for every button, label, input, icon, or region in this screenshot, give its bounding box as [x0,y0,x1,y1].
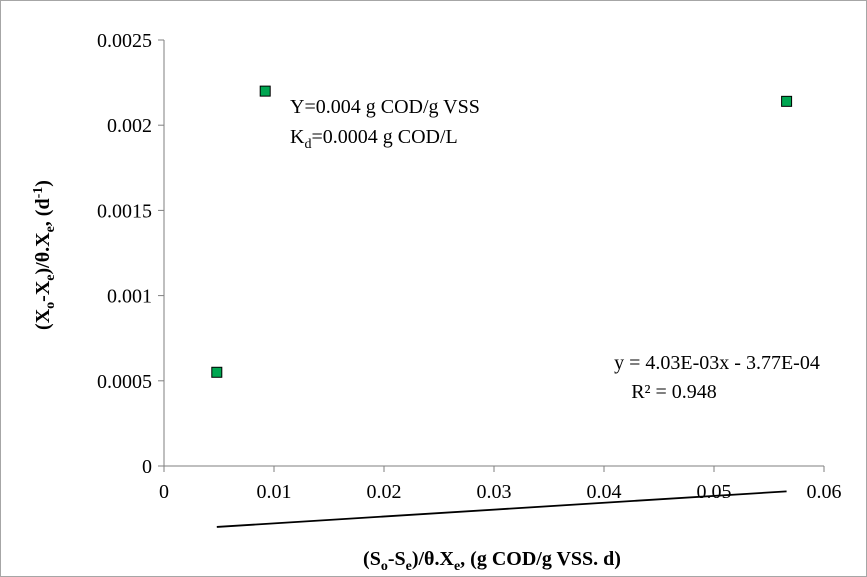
parameter-kd-annotation: Kd=0.0004 g COD/L [290,126,458,152]
x-tick-label: 0.06 [807,481,842,503]
data-point [259,85,271,97]
y-tick-label: 0.0005 [97,371,152,393]
y-tick-label: 0.002 [107,115,152,137]
data-point [781,95,793,107]
x-axis-ticks: 0 0.01 0.02 0.03 0.04 0.05 0.06 [159,466,842,503]
y-tick-label: 0.0025 [97,30,152,52]
x-tick-label: 0.04 [587,481,622,503]
trendline [216,490,787,528]
y-axis-ticks: 0 0.0005 0.001 0.0015 0.002 0.0025 [97,30,164,478]
data-point [211,366,223,378]
x-tick-label: 0.05 [697,481,732,503]
x-tick-label: 0 [159,481,169,503]
r-squared-label: R² = 0.948 [631,381,717,403]
parameter-y-annotation: Y=0.004 g COD/g VSS [290,96,480,118]
x-tick-label: 0.02 [367,481,402,503]
y-tick-label: 0.001 [107,286,152,308]
x-tick-label: 0.01 [257,481,292,503]
y-tick-label: 0.0015 [97,200,152,222]
x-axis-title: (So-Se)/θ.Xe, (g COD/g VSS. d) [363,548,621,574]
data-points [211,85,793,378]
regression-equation: y = 4.03E-03x - 3.77E-04 [614,352,820,374]
y-tick-label: 0 [142,456,152,478]
x-tick-label: 0.03 [477,481,512,503]
y-axis-title: (Xo-Xe)/θ.Xe, (d-1) [31,180,58,330]
